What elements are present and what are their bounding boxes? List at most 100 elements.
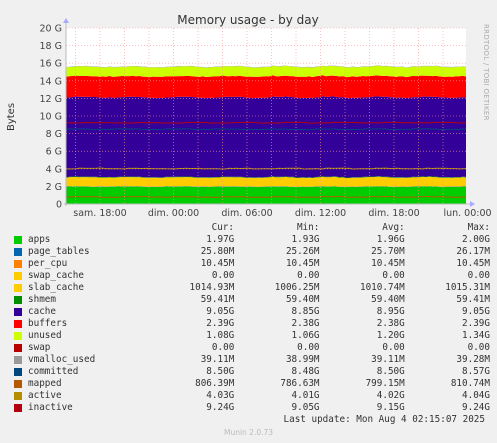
y-tick-label: 14 G <box>40 76 62 87</box>
legend-avg-value: 799.15M <box>365 378 405 389</box>
legend-row-per-cpu: per_cpu 10.45M 10.45M 10.45M 10.45M <box>10 258 490 270</box>
x-tick-labels: sam. 18:00 dim. 00:00 dim. 06:00 dim. 12:00… <box>73 208 491 219</box>
legend-row-swap-cache: swap_cache 0.00 0.00 0.00 0.00 <box>10 270 490 282</box>
y-tick-labels: 0 2 G 4 G 6 G 8 G 10 G 12 G 14 G 16 G 18 G 20 G <box>40 24 62 211</box>
legend-min-value: 8.85G <box>291 306 320 317</box>
y-tick-label: 4 G <box>46 164 62 175</box>
legend-row-mapped: mapped 806.39M 786.63M 799.15M 810.74M <box>10 378 490 390</box>
legend-max-value: 1015.31M <box>445 282 490 293</box>
legend-cur-value: 9.24G <box>206 402 235 413</box>
col-cur: Cur: <box>211 222 234 233</box>
legend-swatch <box>14 260 22 268</box>
x-tick-label: lun. 00:00 <box>443 208 491 219</box>
legend-row-active: active 4.03G 4.01G 4.02G 4.04G <box>10 390 490 402</box>
y-tick-label: 12 G <box>40 94 62 105</box>
legend-header: Cur: Min: Avg: Max: <box>10 222 490 234</box>
legend-min-value: 1.06G <box>291 330 320 341</box>
legend-avg-value: 9.15G <box>376 402 405 413</box>
legend-row-swap: swap 0.00 0.00 0.00 0.00 <box>10 342 490 354</box>
legend-swatch <box>14 296 22 304</box>
legend-avg-value: 0.00 <box>382 270 405 281</box>
legend-swatch <box>14 272 22 280</box>
legend-swatch <box>14 404 22 412</box>
legend-swatch <box>14 308 22 316</box>
legend-min-value: 8.48G <box>291 366 320 377</box>
legend-cur-value: 8.50G <box>206 366 235 377</box>
area-slab-cache <box>66 176 466 187</box>
last-update: Last update: Mon Aug 4 02:15:07 2025 <box>283 414 486 425</box>
legend-max-value: 59.41M <box>456 294 490 305</box>
legend-cur-value: 4.03G <box>206 390 235 401</box>
col-max: Max: <box>467 222 490 233</box>
rrdtool-credit: RRDTOOL / TOBI OETIKER <box>482 24 490 121</box>
y-tick-label: 6 G <box>46 147 62 158</box>
legend-max-value: 1.34G <box>462 330 490 341</box>
legend-table: Cur: Min: Avg: Max: apps 1.97G 1.93G 1.96G 2… <box>10 222 490 414</box>
y-tick-label: 16 G <box>40 59 62 70</box>
legend-max-value: 0.00 <box>467 342 490 353</box>
x-tick-label: dim. 18:00 <box>368 208 419 219</box>
x-tick-label: dim. 00:00 <box>148 208 199 219</box>
legend-label: committed <box>28 366 79 377</box>
legend-max-value: 10.45M <box>456 258 490 269</box>
legend-label: swap <box>28 342 51 353</box>
legend-min-value: 10.45M <box>285 258 320 269</box>
legend-max-value: 8.57G <box>462 366 490 377</box>
chart-title: Memory usage - by day <box>177 13 318 27</box>
legend-label: inactive <box>28 402 73 413</box>
legend-avg-value: 25.70M <box>371 246 405 257</box>
legend-avg-value: 39.11M <box>371 354 405 365</box>
legend-label: unused <box>28 330 62 341</box>
line-committed <box>65 128 467 131</box>
line-inactive <box>65 121 466 124</box>
area-buffers <box>66 75 466 99</box>
area-vmalloc-used <box>66 65 466 68</box>
legend-label: mapped <box>28 378 62 389</box>
legend-cur-value: 39.11M <box>200 354 235 365</box>
legend-cur-value: 10.45M <box>200 258 235 269</box>
legend-avg-value: 8.50G <box>376 366 405 377</box>
legend-avg-value: 1.96G <box>376 234 405 245</box>
series-areas <box>66 65 466 204</box>
y-axis-label: Bytes <box>6 103 17 131</box>
legend-swatch <box>14 320 22 328</box>
legend-min-value: 4.01G <box>291 390 320 401</box>
legend-row-vmalloc-used: vmalloc_used 39.11M 38.99M 39.11M 39.28M <box>10 354 490 366</box>
line-active <box>65 167 467 170</box>
y-axis-arrow <box>63 18 69 23</box>
legend-label: slab_cache <box>28 282 84 293</box>
legend-label: shmem <box>28 294 56 305</box>
legend-label: per_cpu <box>28 258 68 269</box>
y-tick-label: 0 <box>56 200 62 211</box>
x-tick-label: dim. 06:00 <box>221 208 272 219</box>
legend-max-value: 9.05G <box>462 306 490 317</box>
grid-lines <box>66 27 466 204</box>
area-shmem <box>66 176 466 179</box>
legend-row-inactive: inactive 9.24G 9.05G 9.15G 9.24G <box>10 402 490 414</box>
legend-label: cache <box>28 306 56 317</box>
y-tick-label: 20 G <box>40 24 62 35</box>
legend-max-value: 4.04G <box>462 390 490 401</box>
legend-max-value: 810.74M <box>450 378 490 389</box>
y-tick-label: 2 G <box>46 182 62 193</box>
munin-version: Munin 2.0.73 <box>223 428 274 437</box>
x-axis-arrow <box>470 201 475 207</box>
x-tick-label: dim. 12:00 <box>295 208 346 219</box>
legend-cur-value: 806.39M <box>195 378 235 389</box>
y-tick-label: 8 G <box>46 129 62 140</box>
legend-avg-value: 1010.74M <box>359 282 405 293</box>
legend-swatch <box>14 236 22 244</box>
legend-label: swap_cache <box>28 270 84 281</box>
area-unused <box>66 65 466 78</box>
area-cache <box>66 96 466 178</box>
legend-max-value: 9.24G <box>462 402 490 413</box>
legend-row-apps: apps 1.97G 1.93G 1.96G 2.00G <box>10 234 490 246</box>
legend-row-committed: committed 8.50G 8.48G 8.50G 8.57G <box>10 366 490 378</box>
legend-label: buffers <box>28 318 68 329</box>
legend-avg-value: 59.40M <box>371 294 405 305</box>
legend-avg-value: 2.38G <box>376 318 405 329</box>
legend-label: page_tables <box>28 246 90 257</box>
legend-row-unused: unused 1.08G 1.06G 1.20G 1.34G <box>10 330 490 342</box>
legend-row-page-tables: page_tables 25.80M 25.26M 25.70M 26.17M <box>10 246 490 258</box>
legend-cur-value: 1014.93M <box>189 282 235 293</box>
